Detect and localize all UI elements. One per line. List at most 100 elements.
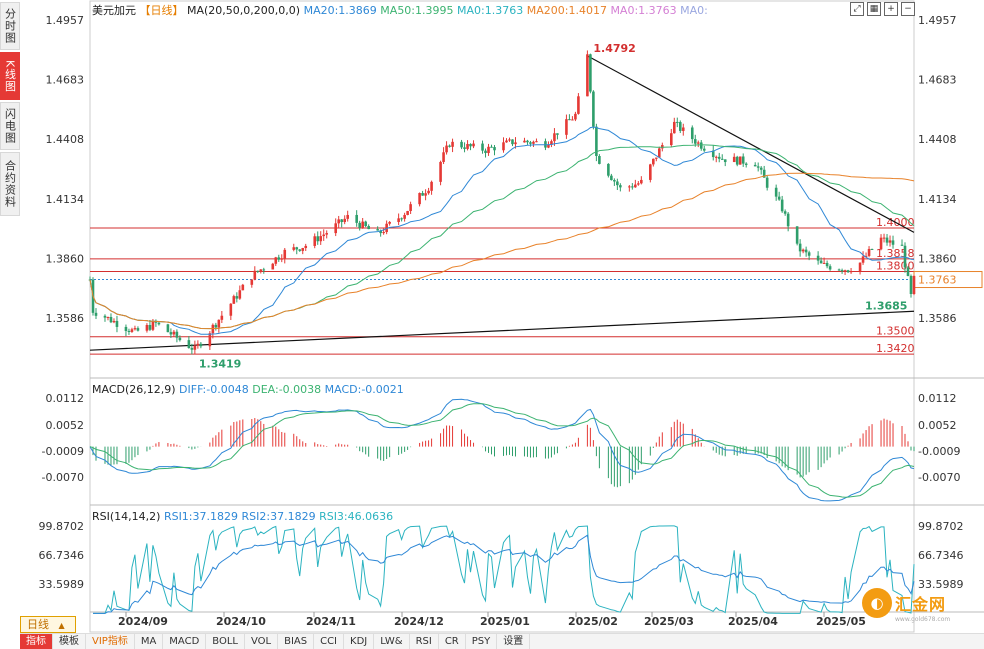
macd-tick-left: 0.0112 (46, 392, 85, 405)
grid-icon[interactable]: ▦ (867, 2, 881, 16)
candle-body (187, 340, 191, 349)
candle-body (445, 145, 448, 153)
bottom-tab-vol[interactable]: VOL (245, 633, 279, 649)
candle-body (774, 187, 778, 197)
candle-body (655, 157, 658, 159)
bottom-tab-设置[interactable]: 设置 (497, 633, 531, 649)
candle-body (136, 328, 140, 331)
ma50-line (89, 144, 915, 330)
candle-body (598, 156, 601, 164)
candle-body (271, 263, 275, 270)
bottom-tab-vip指标[interactable]: VIP指标 (86, 633, 135, 649)
level-label: 1.3420 (876, 342, 915, 355)
candle-body (322, 234, 326, 237)
rsi-slow-line (93, 534, 915, 614)
bottom-tab-cci[interactable]: CCI (314, 633, 345, 649)
x-axis-label: 2024/11 (306, 615, 356, 628)
candle-body (283, 249, 287, 259)
chart-canvas[interactable]: 美元加元 【日线】 MA(20,50,0,200,0,0) MA20:1.386… (0, 0, 984, 633)
candle-body (699, 142, 703, 149)
current-price-text: 1.3763 (918, 274, 957, 287)
candle-body (867, 248, 871, 256)
bottom-tab-boll[interactable]: BOLL (206, 633, 245, 649)
candle-body (762, 169, 766, 178)
candle-body (262, 269, 266, 271)
bottom-tab-kdj[interactable]: KDJ (344, 633, 375, 649)
triangle-down-icon: ▲ (58, 621, 65, 630)
candle-body (696, 142, 700, 144)
candle-body (376, 229, 379, 231)
rsi-tick-left: 33.5989 (39, 578, 85, 591)
candle-body (172, 331, 176, 335)
candle-body (628, 186, 631, 188)
candle-body (735, 156, 739, 165)
rsi-tick-right: 66.7346 (918, 549, 964, 562)
candle-body (523, 140, 526, 143)
side-tab-1[interactable]: K线图 (0, 52, 20, 100)
candle-body (619, 185, 622, 188)
candle-body (672, 121, 676, 134)
candle-body (466, 143, 469, 149)
bottom-tab-指标[interactable]: 指标 (20, 633, 53, 649)
candle-body (430, 181, 433, 191)
period-select[interactable]: 日线 ▲ (20, 616, 76, 633)
candle-body (343, 218, 346, 223)
side-tab-2[interactable]: 闪电图 (0, 102, 20, 150)
candle-body (589, 54, 592, 92)
candle-body (145, 325, 149, 331)
candle-body (397, 218, 400, 223)
candle-body (217, 319, 221, 328)
bottom-tab-rsi[interactable]: RSI (410, 633, 439, 649)
candle-body (837, 269, 841, 271)
bottom-tab-macd[interactable]: MACD (163, 633, 207, 649)
candle-body (738, 156, 742, 165)
candle-body (804, 249, 808, 253)
candle-body (280, 258, 284, 260)
bottom-tab-cr[interactable]: CR (439, 633, 466, 649)
recent-low-label: 1.3685 (865, 299, 907, 312)
side-tab-0[interactable]: 分时图 (0, 2, 20, 50)
candle-body (556, 133, 559, 135)
ma20-line (89, 126, 915, 335)
candle-body (346, 214, 349, 219)
ma-value: MA0:1.3763 (457, 4, 527, 17)
bottom-tab-ma[interactable]: MA (135, 633, 164, 649)
candle-body (678, 122, 682, 131)
rsi-tick-left: 66.7346 (39, 549, 85, 562)
candle-body (786, 213, 790, 227)
macd-tick-right: -0.0009 (918, 445, 960, 458)
candle-body (592, 91, 595, 127)
symbol-name: 美元加元 (92, 4, 140, 17)
bottom-tab-bias[interactable]: BIAS (278, 633, 315, 649)
macd-tick-left: -0.0070 (42, 471, 84, 484)
candle-body (822, 262, 826, 264)
candle-body (825, 262, 829, 267)
candle-body (277, 257, 281, 260)
candle-body (765, 177, 769, 188)
price-tick-left: 1.3860 (46, 252, 85, 265)
bottom-tab-lw&[interactable]: LW& (374, 633, 410, 649)
x-axis-label: 2025/04 (728, 615, 778, 628)
candle-body (616, 181, 619, 186)
candle-body (720, 158, 724, 160)
candle-body (885, 237, 889, 243)
candle-body (634, 184, 637, 188)
zoom-in-icon[interactable]: + (884, 2, 898, 16)
candle-body (130, 329, 134, 332)
ma-value: MA0:1.3763 (610, 4, 680, 17)
bottom-tab-psy[interactable]: PSY (466, 633, 498, 649)
x-axis-label: 2025/05 (816, 615, 866, 628)
candle-body (253, 270, 257, 280)
x-axis-label: 2025/01 (480, 615, 530, 628)
candle-body (469, 143, 472, 147)
candle-body (906, 267, 910, 276)
candle-body (406, 211, 409, 215)
zoom-out-icon[interactable]: − (901, 2, 915, 16)
ma-value: MA0: (680, 4, 708, 17)
candle-body (693, 139, 697, 144)
expand-icon[interactable]: ⤢ (850, 2, 864, 16)
bottom-tab-模板[interactable]: 模板 (53, 633, 86, 649)
side-tab-3[interactable]: 合约资料 (0, 152, 20, 216)
macd-tick-left: -0.0009 (42, 445, 84, 458)
candle-body (385, 223, 388, 233)
